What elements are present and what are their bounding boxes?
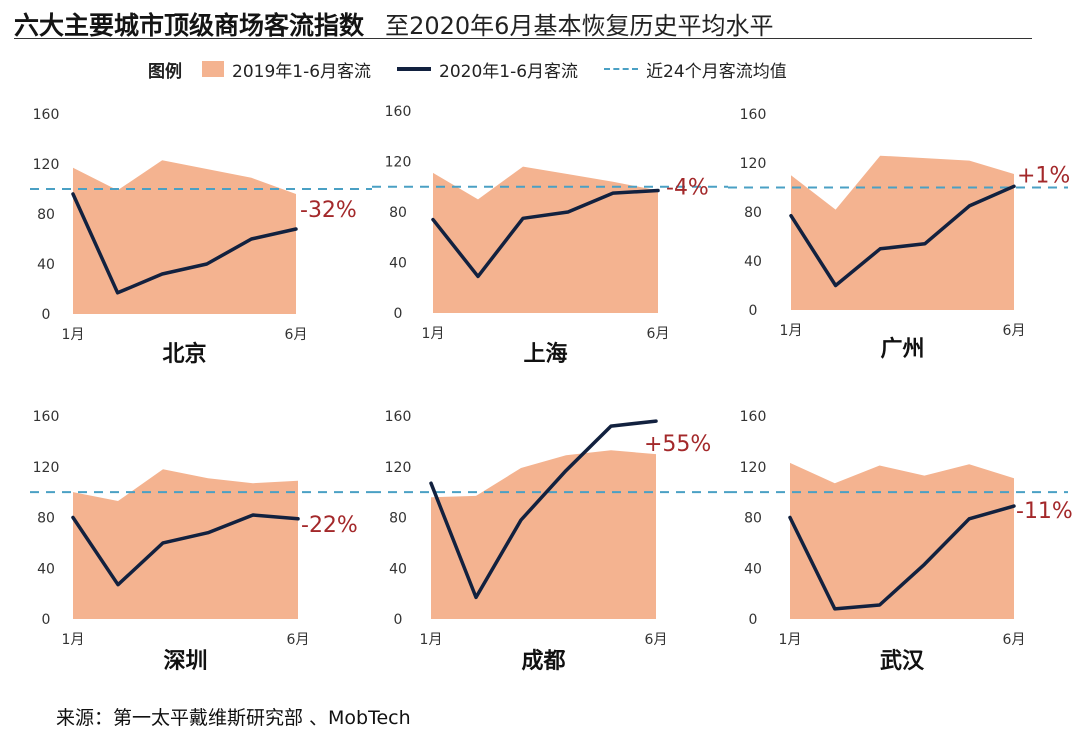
chart-3-y-tick: 120 <box>740 156 767 172</box>
chart-1-y-tick: 40 <box>37 257 55 273</box>
legend-line-label: 2020年1-6月客流 <box>439 61 579 82</box>
chart-1-x-tick-start: 1月 <box>62 327 85 343</box>
chart-5-area-2019 <box>431 450 656 619</box>
legend: 图例 2019年1-6月客流 2020年1-6月客流 近24个月客流均值 <box>148 56 813 82</box>
chart-2-city-name: 上海 <box>523 341 567 367</box>
chart-4-change-label: -22% <box>301 513 358 538</box>
title-row: 六大主要城市顶级商场客流指数 至2020年6月基本恢复历史平均水平 <box>14 6 1034 40</box>
chart-1-line-2020 <box>71 192 298 295</box>
chart-6-city-name: 武汉 <box>880 649 925 674</box>
chart-2-y-tick: 160 <box>385 104 412 120</box>
chart-2-y-tick: 0 <box>394 306 403 322</box>
chart-1-y-tick: 0 <box>42 307 51 323</box>
chart-6-y-tick: 40 <box>744 561 762 577</box>
legend-item-2019: 2019年1-6月客流 <box>202 57 371 82</box>
chart-4-y-tick: 120 <box>33 460 60 476</box>
source-note: 来源：第一太平戴维斯研究部 、MobTech <box>56 707 411 729</box>
main-title: 六大主要城市顶级商场客流指数 <box>14 11 365 40</box>
chart-4-y-tick: 0 <box>42 612 51 628</box>
chart-6-y-tick: 80 <box>744 511 762 527</box>
chart-6-y-tick: 0 <box>749 612 758 628</box>
chart-4-area-2019 <box>73 469 298 619</box>
chart-4-y-tick: 80 <box>37 511 55 527</box>
chart-3-area-2019 <box>791 155 1014 310</box>
chart-2-y-tick: 40 <box>389 256 407 272</box>
legend-dash-swatch <box>604 68 639 70</box>
legend-dash-label: 近24个月客流均值 <box>646 61 787 82</box>
chart-2-change-label: -4% <box>666 176 709 201</box>
subtitle: 至2020年6月基本恢复历史平均水平 <box>385 12 774 40</box>
chart-3-y-tick: 160 <box>740 107 767 123</box>
chart-6-area-2019 <box>790 462 1014 619</box>
legend-item-average: 近24个月客流均值 <box>604 57 787 82</box>
chart-6-y-tick: 160 <box>740 409 767 425</box>
chart-5-line-2020 <box>429 419 658 600</box>
chart-2-x-tick-end: 6月 <box>647 326 670 342</box>
legend-item-2020: 2020年1-6月客流 <box>397 57 578 82</box>
legend-area-swatch <box>202 61 224 77</box>
legend-line-swatch <box>397 67 432 71</box>
chart-3-y-tick: 40 <box>744 254 762 270</box>
chart-5-y-tick: 80 <box>389 511 407 527</box>
chart-5-x-tick-start: 1月 <box>420 632 443 648</box>
chart-3-x-tick-start: 1月 <box>780 323 803 339</box>
chart-1-x-tick-end: 6月 <box>285 327 308 343</box>
chart-5-y-tick: 120 <box>385 460 412 476</box>
chart-2-y-tick: 120 <box>385 155 412 171</box>
chart-1-y-tick: 120 <box>33 157 60 173</box>
chart-5-y-tick: 40 <box>389 561 407 577</box>
chart-6-y-tick: 120 <box>740 460 767 476</box>
chart-5-y-tick: 0 <box>394 612 403 628</box>
chart-3-y-tick: 0 <box>749 303 758 319</box>
chart-3-x-tick-end: 6月 <box>1003 323 1026 339</box>
title-divider <box>14 38 1032 39</box>
chart-2-line-2020 <box>431 188 660 279</box>
chart-1-city-name: 北京 <box>162 341 206 367</box>
chart-3-y-tick: 80 <box>744 205 762 221</box>
chart-6-x-tick-end: 6月 <box>1003 632 1026 648</box>
chart-6-line-2020 <box>788 504 1016 611</box>
chart-4-line-2020 <box>71 513 300 587</box>
legend-title: 图例 <box>148 61 182 82</box>
chart-2-area-2019 <box>433 166 658 313</box>
chart-3-line-2020 <box>789 184 1016 288</box>
chart-5-y-tick: 160 <box>385 409 412 425</box>
chart-5-city-name: 成都 <box>521 649 565 674</box>
chart-4-x-tick-end: 6月 <box>287 632 310 648</box>
chart-4-y-tick: 40 <box>37 561 55 577</box>
chart-1-change-label: -32% <box>300 198 357 223</box>
chart-4-x-tick-start: 1月 <box>62 632 85 648</box>
chart-6-x-tick-start: 1月 <box>779 632 802 648</box>
chart-3-change-label: +1% <box>1017 163 1070 188</box>
legend-area-label: 2019年1-6月客流 <box>232 61 372 82</box>
chart-4-y-tick: 160 <box>33 409 60 425</box>
chart-1-area-2019 <box>73 160 296 314</box>
chart-4-city-name: 深圳 <box>163 649 207 674</box>
chart-1-y-tick: 160 <box>33 107 60 123</box>
chart-3-city-name: 广州 <box>880 336 924 362</box>
chart-5-x-tick-end: 6月 <box>645 632 668 648</box>
chart-2-x-tick-start: 1月 <box>422 326 445 342</box>
chart-6-change-label: -11% <box>1016 499 1073 524</box>
chart-2-y-tick: 80 <box>389 205 407 221</box>
chart-1-y-tick: 80 <box>37 207 55 223</box>
chart-5-change-label: +55% <box>644 432 711 457</box>
